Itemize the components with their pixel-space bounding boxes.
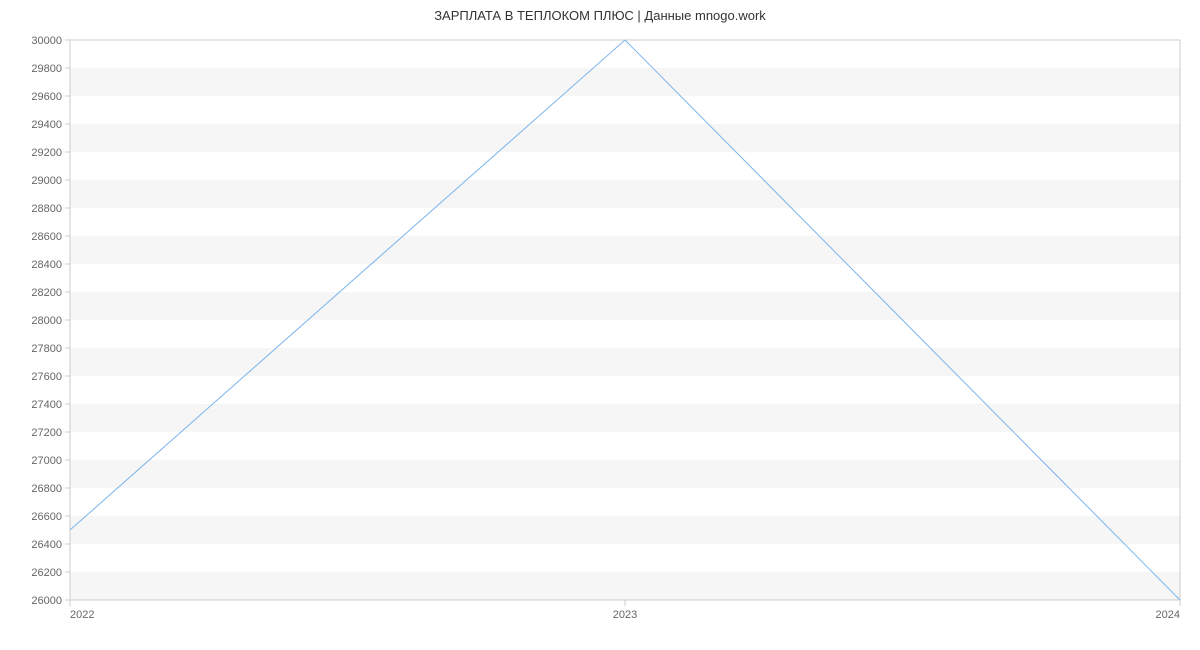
grid-band	[70, 376, 1180, 404]
grid-band	[70, 348, 1180, 376]
y-tick-label: 27400	[31, 399, 62, 411]
grid-band	[70, 488, 1180, 516]
grid-band	[70, 96, 1180, 124]
grid-band	[70, 404, 1180, 432]
grid-band	[70, 460, 1180, 488]
grid-band	[70, 180, 1180, 208]
grid-band	[70, 292, 1180, 320]
grid-band	[70, 544, 1180, 572]
y-tick-label: 27600	[31, 371, 62, 383]
y-tick-label: 27800	[31, 343, 62, 355]
grid-band	[70, 124, 1180, 152]
y-tick-label: 28600	[31, 231, 62, 243]
x-tick-label: 2022	[70, 609, 94, 621]
y-tick-label: 29000	[31, 175, 62, 187]
grid-band	[70, 68, 1180, 96]
grid-band	[70, 432, 1180, 460]
y-tick-label: 27000	[31, 455, 62, 467]
grid-band	[70, 320, 1180, 348]
y-tick-label: 28000	[31, 315, 62, 327]
grid-band	[70, 572, 1180, 600]
y-tick-label: 29400	[31, 119, 62, 131]
grid-band	[70, 236, 1180, 264]
chart-title: ЗАРПЛАТА В ТЕПЛОКОМ ПЛЮС | Данные mnogo.…	[0, 8, 1200, 23]
grid-band	[70, 208, 1180, 236]
salary-line-chart: ЗАРПЛАТА В ТЕПЛОКОМ ПЛЮС | Данные mnogo.…	[0, 0, 1200, 650]
y-tick-label: 26000	[31, 595, 62, 607]
y-tick-label: 26800	[31, 483, 62, 495]
y-tick-label: 28200	[31, 287, 62, 299]
x-tick-label: 2024	[1156, 609, 1180, 621]
y-tick-label: 29600	[31, 91, 62, 103]
y-tick-label: 28400	[31, 259, 62, 271]
chart-svg: 26000 26200 26400 26600 26800 27000 27200 27400…	[0, 0, 1200, 650]
grid-band	[70, 264, 1180, 292]
y-tick-label: 28800	[31, 203, 62, 215]
grid-band	[70, 152, 1180, 180]
grid-band	[70, 40, 1180, 68]
x-tick-label: 2023	[613, 609, 637, 621]
y-tick-label: 27200	[31, 427, 62, 439]
grid-band	[70, 516, 1180, 544]
y-tick-label: 29200	[31, 147, 62, 159]
y-tick-label: 30000	[31, 35, 62, 47]
y-tick-label: 26200	[31, 567, 62, 579]
y-tick-label: 26400	[31, 539, 62, 551]
y-tick-label: 26600	[31, 511, 62, 523]
y-tick-label: 29800	[31, 63, 62, 75]
